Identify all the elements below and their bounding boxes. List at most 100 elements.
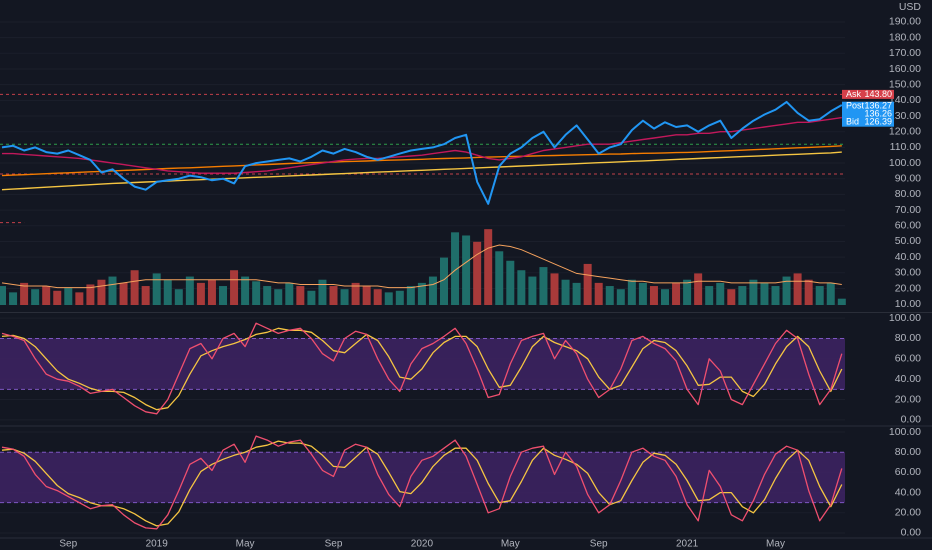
currency-label: USD [899,1,922,13]
price-tag-value: 126.39 [864,117,892,127]
y-tick-label: 0.00 [901,527,922,539]
volume-bar [727,289,736,305]
price-tag [842,101,894,111]
volume-bar [694,273,703,305]
volume-bar [97,279,106,305]
volume-bar [649,286,658,305]
y-tick-label: 60.00 [895,220,921,232]
volume-bar [484,229,493,305]
y-tick-label: 20.00 [895,507,921,519]
x-tick-label: 2021 [676,539,699,550]
volume-bar [9,292,18,305]
y-tick-label: 30.00 [895,267,921,279]
volume-bar [86,284,95,305]
y-tick-label: 100.00 [889,157,921,169]
price-tag-value: 143.80 [864,89,892,99]
volume-bar [373,289,382,305]
volume-bar [75,292,84,305]
volume-bar [108,276,117,305]
x-tick-label: Sep [59,539,77,550]
y-tick-label: 100.00 [889,312,921,324]
volume-bar [340,289,349,305]
volume-bar [627,279,636,305]
volume-bar [163,279,172,305]
y-tick-label: 60.00 [895,353,921,365]
price-tag-name: Bid [846,117,859,127]
series-line [1,322,843,415]
y-tick-label: 80.00 [895,188,921,200]
volume-ma [1,244,842,289]
series-line [2,116,842,174]
y-tick-label: 120.00 [889,125,921,137]
y-tick-label: 40.00 [895,486,921,498]
volume-bar [738,286,747,305]
volume-bar [185,276,194,305]
volume-bar [196,282,205,305]
volume-bar [837,298,846,305]
y-tick-label: 70.00 [895,204,921,216]
volume-bar [539,267,548,305]
price-tag-value: 136.27 [864,101,892,111]
volume-bar [561,279,570,305]
volume-bar [638,282,647,305]
volume-bar [406,286,415,305]
y-tick-label: 160.00 [889,63,921,75]
y-tick-label: 10.00 [895,298,921,310]
volume-bar [42,286,51,305]
x-tick-label: Sep [590,539,608,550]
volume-bar [31,289,40,305]
volume-bar [705,286,714,305]
volume-bar [263,286,272,305]
y-tick-label: 180.00 [889,31,921,43]
volume-bar [451,232,460,305]
volume-bar [815,286,824,305]
x-tick-label: May [236,539,255,550]
series-line [1,327,843,411]
volume-bar [661,289,669,305]
volume-bar [506,260,515,305]
price-tag-name: Post [846,101,865,111]
volume-bar [804,279,813,305]
volume-bar [771,286,780,305]
series-line [1,145,842,177]
y-tick-label: 40.00 [895,251,921,263]
y-tick-label: 130.00 [889,110,921,122]
volume-bar [296,286,305,305]
x-tick-label: May [501,539,520,550]
volume-bar [782,276,791,305]
y-tick-label: 140.00 [889,94,921,106]
y-tick-label: 90.00 [895,173,921,185]
y-tick-label: 100.00 [889,426,921,438]
volume-bar [550,273,559,305]
volume-bar [462,235,471,305]
volume-bar [64,287,73,305]
volume-bar [141,286,150,305]
volume-bar [318,279,327,305]
volume-bar [495,251,504,305]
volume-bar [230,270,239,305]
series-line [1,100,843,205]
x-tick-label: May [766,539,785,550]
volume-bar [605,286,614,305]
y-tick-label: 0.00 [901,414,922,426]
series-line [1,435,843,530]
x-tick-label: Sep [325,539,343,550]
volume-bar [473,241,482,305]
volume-bar [119,282,128,305]
volume-bar [207,279,216,305]
volume-bar [528,276,537,305]
volume-bar [20,282,29,305]
y-tick-label: 80.00 [895,446,921,458]
volume-bar [0,286,6,305]
y-tick-label: 150.00 [889,78,921,90]
volume-bar [826,282,835,305]
volume-bar [440,257,448,305]
volume-bar [152,273,161,305]
volume-bar [616,289,625,305]
y-tick-label: 40.00 [895,373,921,385]
price-tag-name: Ask [846,89,862,99]
volume-bar [329,286,338,305]
y-tick-label: 20.00 [895,393,921,405]
volume-bar [417,282,426,305]
